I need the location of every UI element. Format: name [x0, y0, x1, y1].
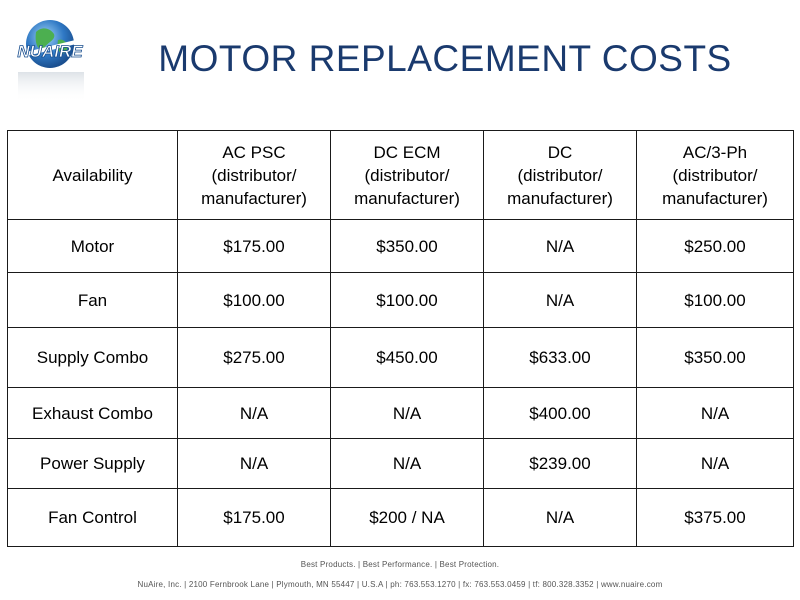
table-cell: $100.00 [636, 272, 794, 328]
footer-address: NuAire, Inc. | 2100 Fernbrook Lane | Ply… [137, 580, 663, 589]
row-label: Exhaust Combo [7, 387, 178, 439]
table-cell: $350.00 [636, 327, 794, 388]
column-sub-1: (distributor/ [364, 165, 450, 185]
table-cell: $400.00 [483, 387, 637, 439]
column-sub-1: (distributor/ [517, 165, 603, 185]
table-cell: $200 / NA [330, 488, 484, 547]
footer-tagline: Best Products. | Best Performance. | Bes… [300, 560, 500, 569]
table-cell: $175.00 [177, 488, 331, 547]
table-row-supply-combo: Supply Combo $275.00 $450.00 $633.00 $35… [7, 327, 794, 388]
column-sub-1: (distributor/ [672, 165, 758, 185]
table-cell: $375.00 [636, 488, 794, 547]
table-cell: $350.00 [330, 219, 484, 273]
table-cell: N/A [177, 438, 331, 489]
table-cell: N/A [330, 438, 484, 489]
column-sub-2: manufacturer) [201, 188, 307, 208]
table-cell: $100.00 [330, 272, 484, 328]
nuaire-logo: NUAIRE [10, 10, 92, 110]
motor-cost-table: Availability AC PSC (distributor/ manufa… [7, 130, 794, 547]
column-sub-2: manufacturer) [507, 188, 613, 208]
table-row-fan: Fan $100.00 $100.00 N/A $100.00 [7, 272, 794, 328]
table-cell: $275.00 [177, 327, 331, 388]
row-label: Motor [7, 219, 178, 273]
row-label: Fan [7, 272, 178, 328]
column-header-dc-ecm: DC ECM (distributor/ manufacturer) [330, 130, 484, 220]
table-cell: N/A [483, 272, 637, 328]
column-name: AC PSC [222, 142, 286, 162]
availability-header: Availability [7, 130, 178, 220]
table-cell: N/A [177, 387, 331, 439]
table-cell: N/A [483, 488, 637, 547]
column-sub-2: manufacturer) [662, 188, 768, 208]
table-cell: N/A [636, 387, 794, 439]
table-row-fan-control: Fan Control $175.00 $200 / NA N/A $375.0… [7, 488, 794, 547]
globe-logo-icon: NUAIRE [17, 20, 85, 102]
column-header-dc: DC (distributor/ manufacturer) [483, 130, 637, 220]
table-row-power-supply: Power Supply N/A N/A $239.00 N/A [7, 438, 794, 489]
column-sub-1: (distributor/ [211, 165, 297, 185]
table-cell: $100.00 [177, 272, 331, 328]
row-label: Fan Control [7, 488, 178, 547]
table-cell: $250.00 [636, 219, 794, 273]
logo-wordmark: NUAIRE [17, 42, 83, 61]
column-header-ac-3ph: AC/3-Ph (distributor/ manufacturer) [636, 130, 794, 220]
column-name: DC [547, 142, 573, 162]
column-name: AC/3-Ph [682, 142, 748, 162]
table-row-motor: Motor $175.00 $350.00 N/A $250.00 [7, 219, 794, 273]
slide-title: MOTOR REPLACEMENT COSTS [158, 38, 732, 79]
table-cell: $175.00 [177, 219, 331, 273]
table-header-row: Availability AC PSC (distributor/ manufa… [7, 130, 794, 220]
row-label: Supply Combo [7, 327, 178, 388]
column-header-ac-psc: AC PSC (distributor/ manufacturer) [177, 130, 331, 220]
table-cell: $239.00 [483, 438, 637, 489]
table-cell: $633.00 [483, 327, 637, 388]
table-cell: N/A [330, 387, 484, 439]
table-cell: N/A [483, 219, 637, 273]
table-cell: N/A [636, 438, 794, 489]
row-label: Power Supply [7, 438, 178, 489]
table-row-exhaust-combo: Exhaust Combo N/A N/A $400.00 N/A [7, 387, 794, 439]
table-cell: $450.00 [330, 327, 484, 388]
column-name: DC ECM [373, 142, 441, 162]
column-sub-2: manufacturer) [354, 188, 460, 208]
